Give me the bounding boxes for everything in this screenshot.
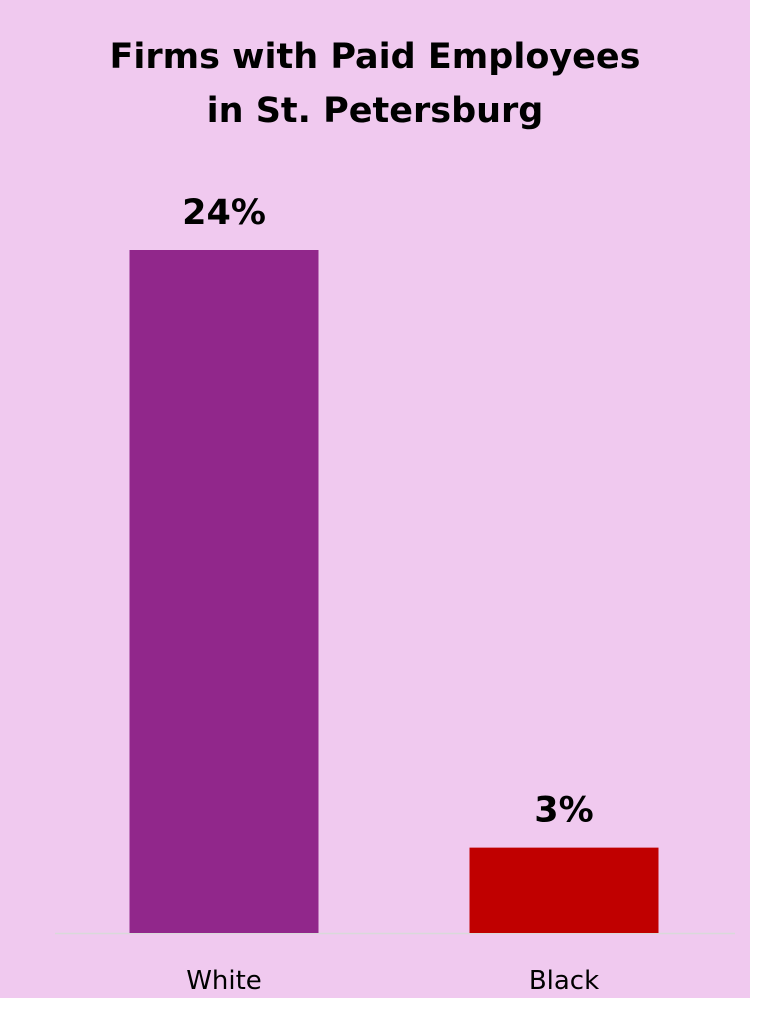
category-label-white: White [186,966,262,996]
chart-title-line-2: in St. Petersburg [206,91,544,131]
bar-black [469,847,659,933]
category-label-black: Black [529,966,599,996]
bar-white [129,250,319,933]
data-label-white: 24% [182,193,266,233]
data-label-black: 3% [534,791,593,831]
bar-chart: 24% White 3% Black [55,193,735,996]
chart-title-line-1: Firms with Paid Employees [109,37,641,77]
chart-title: Firms with Paid Employees in St. Petersb… [0,30,750,138]
chart-panel: Firms with Paid Employees in St. Petersb… [0,0,750,998]
